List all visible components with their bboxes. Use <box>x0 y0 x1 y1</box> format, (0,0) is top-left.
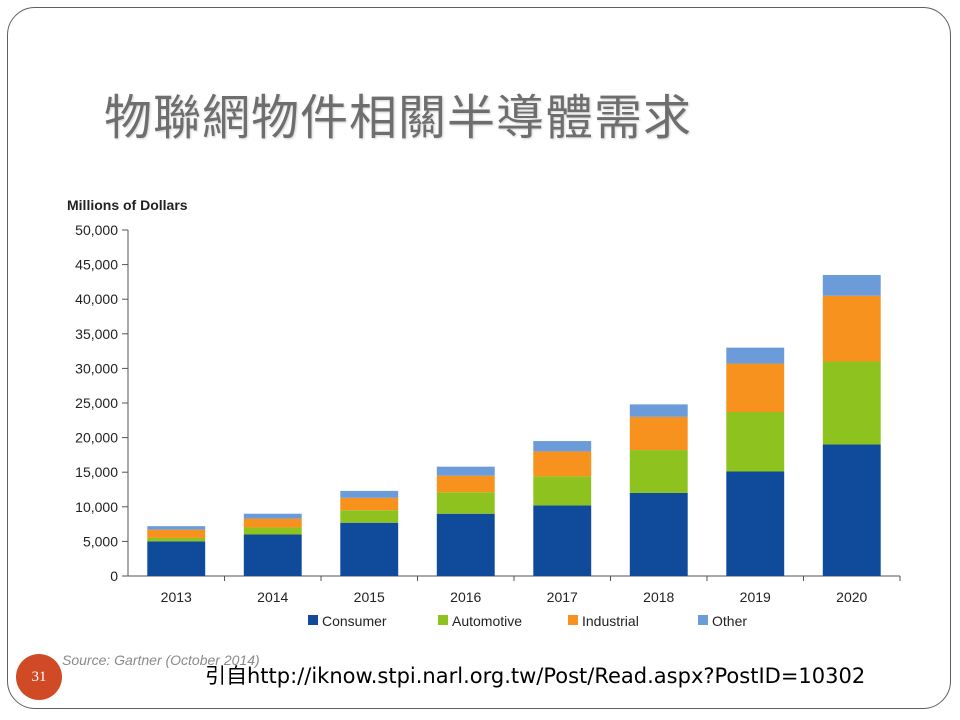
x-tick-label: 2013 <box>161 589 192 605</box>
legend-label-consumer: Consumer <box>322 613 387 629</box>
source-note: Source: Gartner (October 2014) <box>62 652 260 668</box>
y-tick-label: 5,000 <box>83 533 118 549</box>
bar-other-2014 <box>243 513 302 519</box>
legend-swatch-automotive <box>438 615 448 625</box>
x-tick-label: 2020 <box>836 589 867 605</box>
y-tick-label: 20,000 <box>75 430 118 446</box>
x-tick-label: 2018 <box>643 589 674 605</box>
x-tick-label: 2019 <box>740 589 771 605</box>
bar-other-2019 <box>726 347 785 364</box>
bar-layer <box>147 274 881 576</box>
slide-frame <box>7 7 951 709</box>
bar-industrial-2016 <box>436 475 495 493</box>
bar-consumer-2016 <box>436 513 495 576</box>
x-tick-label: 2015 <box>354 589 385 605</box>
bar-automotive-2013 <box>147 537 206 542</box>
legend-label-industrial: Industrial <box>582 613 639 629</box>
bar-other-2013 <box>147 526 206 530</box>
x-tick-label: 2016 <box>450 589 481 605</box>
bar-automotive-2015 <box>340 510 399 523</box>
bar-consumer-2019 <box>726 471 785 576</box>
y-tick-label: 45,000 <box>75 257 118 273</box>
y-tick-label: 35,000 <box>75 326 118 342</box>
y-axis-label: Millions of Dollars <box>67 197 188 213</box>
y-tick-label: 15,000 <box>75 464 118 480</box>
legend-swatch-industrial <box>568 615 578 625</box>
y-axis: 0 5,000 10,000 15,000 20,000 25,000 30,000 35,0… <box>75 222 129 584</box>
bar-automotive-2017 <box>533 476 592 506</box>
bar-automotive-2019 <box>726 411 785 472</box>
bar-automotive-2016 <box>436 492 495 514</box>
citation-text: 引自http://iknow.stpi.narl.org.tw/Post/Rea… <box>205 664 866 688</box>
bar-other-2020 <box>822 274 881 296</box>
legend-label-other: Other <box>712 613 747 629</box>
y-tick-label: 40,000 <box>75 291 118 307</box>
stacked-bar-chart: Millions of Dollars 0 5,000 10,000 15,000 20… <box>67 197 901 629</box>
bar-other-2016 <box>436 466 495 476</box>
bar-industrial-2015 <box>340 497 399 511</box>
bar-automotive-2018 <box>629 450 688 493</box>
bar-industrial-2014 <box>243 518 302 528</box>
bar-consumer-2017 <box>533 505 592 576</box>
x-axis: 2013 2014 2015 2016 2017 2018 2019 2020 <box>128 575 901 605</box>
bar-consumer-2013 <box>147 541 206 576</box>
bar-automotive-2014 <box>243 527 302 535</box>
legend-swatch-other <box>698 615 708 625</box>
bar-automotive-2020 <box>822 361 881 445</box>
bar-consumer-2015 <box>340 522 399 576</box>
bar-consumer-2020 <box>822 444 881 576</box>
y-tick-label: 25,000 <box>75 395 118 411</box>
bar-industrial-2013 <box>147 529 206 538</box>
bar-industrial-2020 <box>822 295 881 362</box>
bar-other-2015 <box>340 490 399 498</box>
page-number-badge: 31 <box>16 654 62 700</box>
y-tick-label: 30,000 <box>75 360 118 376</box>
legend-swatch-consumer <box>308 615 318 625</box>
bar-industrial-2017 <box>533 451 592 477</box>
bar-industrial-2019 <box>726 363 785 412</box>
bar-other-2017 <box>533 441 592 452</box>
bar-consumer-2018 <box>629 492 688 576</box>
bar-industrial-2018 <box>629 416 688 451</box>
chart-legend: Consumer Automotive Industrial Other <box>308 613 747 629</box>
legend-label-automotive: Automotive <box>452 613 522 629</box>
bar-consumer-2014 <box>243 534 302 576</box>
x-tick-label: 2017 <box>547 589 578 605</box>
y-tick-label: 50,000 <box>75 222 118 238</box>
bar-other-2018 <box>629 404 688 417</box>
slide-title: 物聯網物件相關半導體需求 <box>104 90 693 146</box>
y-tick-label: 10,000 <box>75 499 118 515</box>
x-tick-label: 2014 <box>257 589 288 605</box>
y-tick-label: 0 <box>110 568 118 584</box>
